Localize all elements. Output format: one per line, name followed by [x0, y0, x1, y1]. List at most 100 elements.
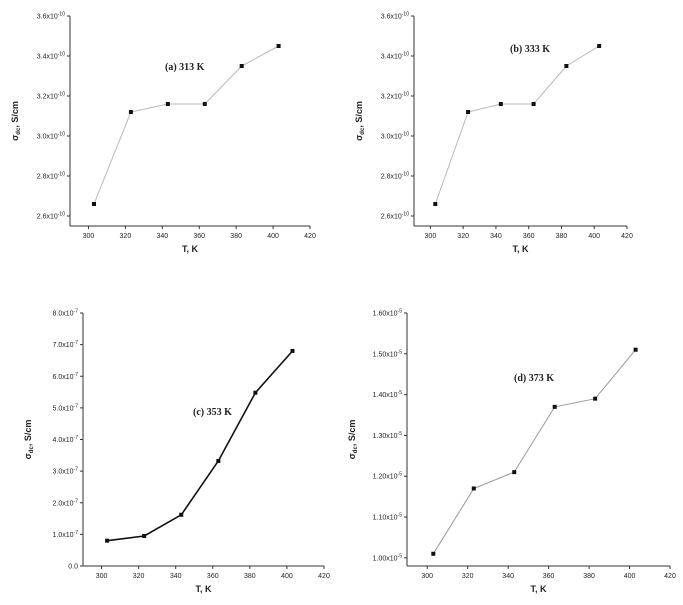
data-point: [531, 102, 536, 106]
y-tick-label: 5.0x10-7: [53, 403, 79, 412]
x-tick-label: 320: [120, 233, 132, 240]
y-tick-label: 3.6x10-10: [37, 12, 65, 21]
x-tick-label: 320: [462, 573, 474, 580]
x-axis-title: T, K: [530, 584, 547, 594]
series-line: [106, 350, 294, 542]
data-point: [142, 533, 147, 538]
x-tick-label: 360: [193, 233, 205, 240]
data-point: [92, 202, 96, 206]
y-tick-label: 2.6x10-10: [381, 212, 409, 221]
series-line: [93, 45, 279, 205]
y-tick-label: 1.60x10-5: [373, 309, 403, 318]
x-tick-label: 320: [133, 573, 145, 580]
x-tick-label: 400: [267, 233, 279, 240]
y-tick-label: 2.8x10-10: [381, 172, 409, 181]
x-axis-title: T, K: [182, 244, 199, 254]
y-tick-label: 1.50x10-5: [373, 349, 403, 358]
series-line: [432, 349, 636, 555]
y-axis-title: σdc, S/cm: [23, 420, 35, 460]
chart-panel-3: 300 320 340 360 380 400 420 1.00x10-5 1.10x10-5 1…: [347, 309, 676, 595]
y-axis-title: σdc, S/cm: [354, 101, 366, 141]
y-axis-title: σdc, S/cm: [10, 101, 22, 141]
x-tick-label: 380: [583, 573, 595, 580]
x-tick-label: 300: [83, 233, 95, 240]
x-tick-label: 360: [207, 573, 219, 580]
x-tick-label: 420: [304, 233, 316, 240]
data-point: [552, 404, 557, 409]
data-point: [216, 459, 221, 464]
data-point: [202, 102, 207, 106]
x-tick-label: 380: [230, 233, 242, 240]
y-tick-label: 2.8x10-10: [37, 172, 65, 181]
data-point: [253, 390, 258, 395]
data-point: [564, 64, 569, 68]
series-line: [434, 45, 600, 205]
chart-panel-0: 300 320 340 360 380 400 420 2.6x10-10 2.8x10-10 3…: [10, 12, 316, 255]
panel-annotation: (c) 353 K: [193, 407, 232, 418]
panel-annotation: (d) 373 K: [514, 373, 554, 384]
x-tick-label: 400: [624, 573, 636, 580]
y-tick-label: 3.2x10-10: [37, 92, 65, 101]
data-point: [433, 202, 438, 206]
y-tick-label: 2.0x10-7: [53, 498, 79, 507]
x-axis-title: T, K: [512, 244, 529, 254]
data-point: [179, 512, 184, 517]
data-point: [290, 348, 295, 353]
x-tick-label: 360: [543, 573, 555, 580]
x-tick-label: 420: [664, 573, 676, 580]
y-tick-label: 1.40x10-5: [373, 390, 403, 399]
y-tick-label: 3.6x10-10: [381, 12, 409, 21]
x-tick-label: 340: [170, 573, 182, 580]
x-tick-label: 300: [421, 573, 433, 580]
y-tick-label: 1.20x10-5: [373, 472, 403, 481]
y-tick-label: 0.0: [68, 564, 78, 571]
y-tick-label: 2.6x10-10: [37, 212, 65, 221]
data-point: [276, 44, 281, 48]
y-tick-label: 1.30x10-5: [373, 431, 403, 440]
y-tick-label: 3.4x10-10: [381, 52, 409, 61]
x-tick-label: 360: [523, 233, 535, 240]
y-tick-label: 7.0x10-7: [53, 340, 79, 349]
x-tick-label: 400: [588, 233, 600, 240]
data-point: [431, 551, 436, 556]
x-tick-label: 320: [457, 233, 469, 240]
x-tick-label: 340: [502, 573, 514, 580]
y-tick-label: 1.10x10-5: [373, 513, 403, 522]
x-tick-label: 420: [621, 233, 633, 240]
data-point: [633, 347, 638, 352]
y-tick-label: 3.2x10-10: [381, 92, 409, 101]
data-point: [128, 110, 133, 114]
y-axis-title: σdc, S/cm: [347, 420, 359, 460]
x-tick-label: 420: [318, 573, 330, 580]
panel-annotation: (a) 313 K: [165, 62, 205, 73]
x-tick-label: 400: [281, 573, 293, 580]
y-tick-label: 3.4x10-10: [37, 52, 65, 61]
chart-panel-2: 300 320 340 360 380 400 420 0.0 1.0x10-7 2.0x10-7…: [23, 309, 330, 595]
panel-annotation: (b) 333 K: [510, 44, 550, 55]
data-point: [471, 486, 476, 491]
data-point: [105, 538, 110, 543]
data-point: [593, 396, 598, 401]
y-tick-label: 3.0x10-10: [37, 132, 65, 141]
y-tick-label: 6.0x10-7: [53, 372, 79, 381]
x-tick-label: 380: [244, 573, 256, 580]
x-tick-label: 300: [96, 573, 108, 580]
x-axis-title: T, K: [195, 584, 212, 594]
data-point: [165, 102, 170, 106]
x-tick-label: 380: [556, 233, 568, 240]
data-point: [597, 44, 602, 48]
data-point: [466, 110, 471, 114]
x-tick-label: 340: [490, 233, 502, 240]
chart-panel-1: 300 320 340 360 380 400 420 2.6x10-10 2.8x10-10 3…: [354, 12, 633, 255]
y-tick-label: 4.0x10-7: [53, 435, 79, 444]
data-point: [239, 64, 244, 68]
data-point: [498, 102, 503, 106]
y-tick-label: 3.0x10-10: [381, 132, 409, 141]
y-tick-label: 3.0x10-7: [53, 467, 79, 476]
y-tick-label: 1.00x10-5: [373, 553, 403, 562]
data-point: [512, 470, 517, 475]
y-tick-label: 1.0x10-7: [53, 530, 79, 539]
y-tick-label: 8.0x10-7: [53, 309, 79, 318]
x-tick-label: 340: [156, 233, 168, 240]
